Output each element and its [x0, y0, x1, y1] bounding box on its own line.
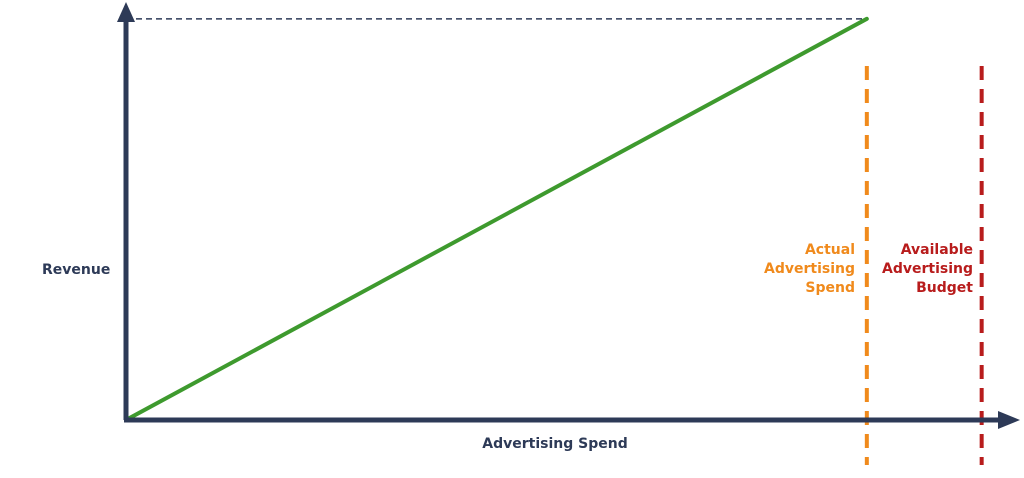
x-axis-label: Advertising Spend: [482, 436, 628, 452]
actual-spend-label: Actual Advertising Spend: [764, 241, 855, 298]
available-budget-label: Available Advertising Budget: [882, 241, 973, 298]
available-budget-label-line-1: Available: [900, 242, 973, 258]
y-axis-label: Revenue: [42, 262, 111, 278]
actual-spend-label-line-1: Actual: [804, 242, 855, 258]
available-budget-label-line-2: Advertising: [882, 261, 973, 277]
revenue-line-0: [124, 16, 869, 422]
actual-spend-label-line-2: Advertising: [764, 261, 855, 277]
available-budget-label-line-3: Budget: [916, 280, 973, 296]
x-axis-arrow: [998, 411, 1020, 429]
y-axis-arrow: [117, 2, 135, 22]
actual-spend-label-line-3: Spend: [805, 280, 855, 296]
